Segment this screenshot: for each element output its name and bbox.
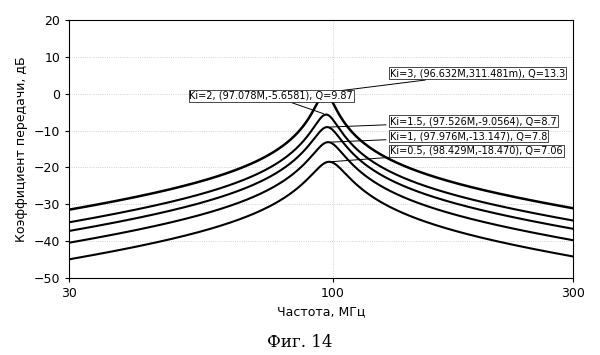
- Text: Ki=0.5, (98.429M,-18.470), Q=7.06: Ki=0.5, (98.429M,-18.470), Q=7.06: [332, 146, 563, 162]
- Y-axis label: Коэффициент передачи, дБ: Коэффициент передачи, дБ: [15, 56, 28, 242]
- Text: Ki=1.5, (97.526M,-9.0564), Q=8.7: Ki=1.5, (97.526M,-9.0564), Q=8.7: [330, 116, 557, 127]
- X-axis label: Частота, МГц: Частота, МГц: [277, 306, 365, 319]
- Text: Ki=1, (97.976M,-13.147), Q=7.8: Ki=1, (97.976M,-13.147), Q=7.8: [331, 131, 547, 142]
- Text: Ki=3, (96.632M,311.481m), Q=13.3: Ki=3, (96.632M,311.481m), Q=13.3: [328, 69, 565, 92]
- Text: Фиг. 14: Фиг. 14: [267, 334, 333, 351]
- Text: Ki=2, (97.078M,-5.6581), Q=9.87: Ki=2, (97.078M,-5.6581), Q=9.87: [190, 91, 353, 114]
